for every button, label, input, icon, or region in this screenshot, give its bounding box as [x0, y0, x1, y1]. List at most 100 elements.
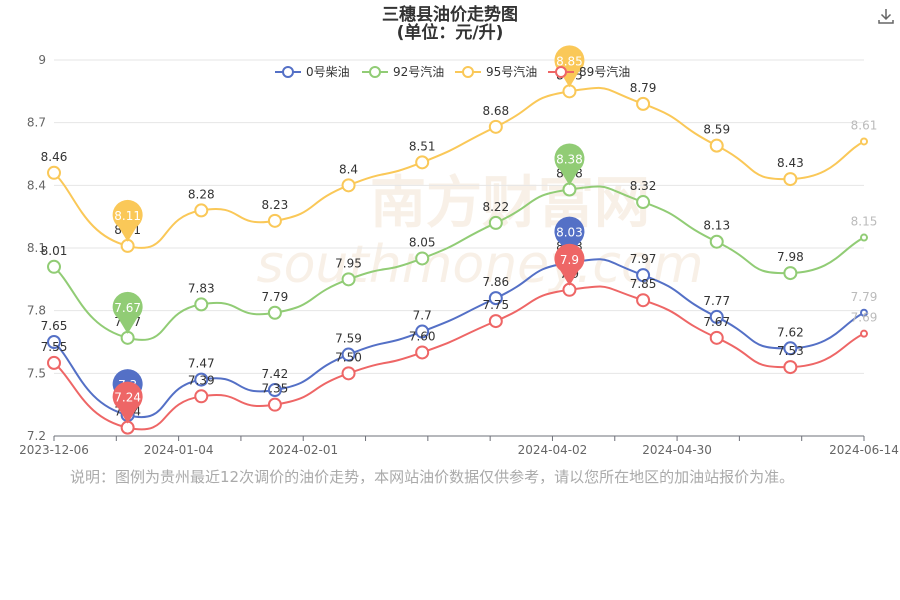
data-point [860, 137, 868, 146]
data-label: 7.77 [703, 294, 730, 308]
data-label: 8.51 [409, 139, 436, 153]
data-point [194, 203, 209, 218]
data-label: 7.60 [409, 329, 436, 343]
data-label: 8.43 [777, 156, 804, 170]
min-pin: 7.24 [112, 381, 143, 424]
data-label: 7.85 [630, 277, 657, 291]
min-pin: 7.67 [112, 291, 143, 334]
legend-label: 89号汽油 [579, 64, 630, 79]
legend-item[interactable]: 89号汽油 [548, 64, 630, 79]
pin-label: 7.9 [560, 253, 579, 267]
data-point [636, 195, 651, 210]
max-pin: 8.03 [554, 216, 585, 259]
data-point [488, 119, 503, 134]
data-point [783, 266, 798, 281]
pin-shape [112, 291, 143, 334]
data-label: 8.32 [630, 179, 657, 193]
y-tick-label: 8.4 [27, 178, 46, 192]
data-label: 7.35 [262, 382, 289, 396]
pin-label: 8.11 [114, 209, 141, 223]
x-tick-label: 2024-04-30 [642, 443, 712, 457]
data-point [341, 347, 356, 362]
data-point [341, 272, 356, 287]
data-point [47, 355, 61, 370]
data-point [783, 360, 798, 375]
data-label: 8.15 [851, 215, 878, 229]
data-point [709, 138, 724, 153]
pin-label: 8.03 [556, 226, 583, 240]
data-point [415, 345, 430, 360]
y-tick-label: 8.7 [27, 116, 46, 130]
data-point [194, 297, 209, 312]
data-label: 7.53 [777, 344, 804, 358]
chart-title: 三穗县油价走势图 [382, 4, 518, 25]
data-label: 7.67 [703, 315, 730, 329]
data-label: 8.01 [41, 244, 68, 258]
legend-label: 92号汽油 [393, 64, 444, 79]
data-point [783, 341, 798, 356]
data-label: 7.75 [482, 298, 509, 312]
data-point [194, 389, 209, 404]
data-label: 7.98 [777, 250, 804, 264]
pin-label: 7.67 [114, 301, 141, 315]
data-point [267, 213, 282, 228]
data-point [267, 397, 282, 412]
pin-label: 7.24 [114, 391, 141, 405]
legend[interactable]: 0号柴油 92号汽油 95号汽油 89号汽油 [275, 64, 630, 79]
data-label: 7.79 [851, 290, 878, 304]
data-point [860, 308, 868, 317]
data-point [47, 335, 61, 349]
chart-subtitle: (单位：元/升) [397, 22, 504, 43]
data-point [488, 291, 503, 306]
data-point [341, 178, 356, 193]
data-label: 7.69 [851, 311, 878, 325]
series-layer: 7.657.37.477.427.597.77.868.037.977.777.… [41, 68, 878, 435]
data-label: 8.61 [851, 118, 878, 132]
download-icon[interactable] [876, 6, 896, 26]
pin-label: 8.38 [556, 153, 583, 167]
data-point [783, 172, 798, 187]
watermark-text: 南方财富网 [370, 171, 650, 236]
pin-shape [112, 199, 143, 242]
data-point [415, 251, 430, 266]
legend-item[interactable]: 92号汽油 [362, 64, 444, 79]
data-label: 7.83 [188, 281, 215, 295]
pin-layer: 8.037.38.387.678.858.117.97.24 [112, 45, 585, 424]
data-point [488, 215, 503, 230]
data-point [341, 366, 356, 381]
data-label: 7.86 [482, 275, 509, 289]
y-tick-label: 9 [38, 53, 46, 67]
legend-item[interactable]: 0号柴油 [275, 65, 350, 79]
data-point [709, 330, 724, 345]
data-point [709, 234, 724, 249]
data-label: 8.13 [703, 219, 730, 233]
pin-shape [554, 216, 585, 259]
series-3: 7.557.247.397.357.507.607.757.97.857.677… [41, 267, 878, 435]
data-point [415, 324, 430, 339]
pin-shape [112, 381, 143, 424]
legend-marker [462, 66, 474, 78]
data-point [267, 383, 282, 398]
legend-marker [369, 66, 381, 78]
max-pin: 8.85 [554, 45, 585, 88]
legend-marker [555, 66, 567, 78]
chart-note: 说明：图例为贵州最近12次调价的油价走势，本网站油价数据仅供参考，请以您所在地区… [70, 468, 795, 486]
watermark-text: southmoney.com [257, 235, 704, 295]
data-label: 7.39 [188, 373, 215, 387]
data-label: 7.65 [41, 319, 68, 333]
legend-item[interactable]: 95号汽油 [455, 64, 537, 79]
data-label: 8.4 [339, 162, 358, 176]
pin-label: 8.85 [556, 54, 583, 68]
data-label: 7.79 [262, 290, 289, 304]
data-label: 7.62 [777, 325, 804, 339]
data-label: 8.68 [482, 104, 509, 118]
data-label: 7.7 [413, 309, 432, 323]
data-label: 7.95 [335, 256, 362, 270]
y-tick-label: 7.8 [27, 304, 46, 318]
x-tick-label: 2024-06-14 [829, 443, 899, 457]
legend-label: 0号柴油 [306, 65, 350, 79]
data-label: 8.22 [482, 200, 509, 214]
grid [54, 59, 864, 437]
